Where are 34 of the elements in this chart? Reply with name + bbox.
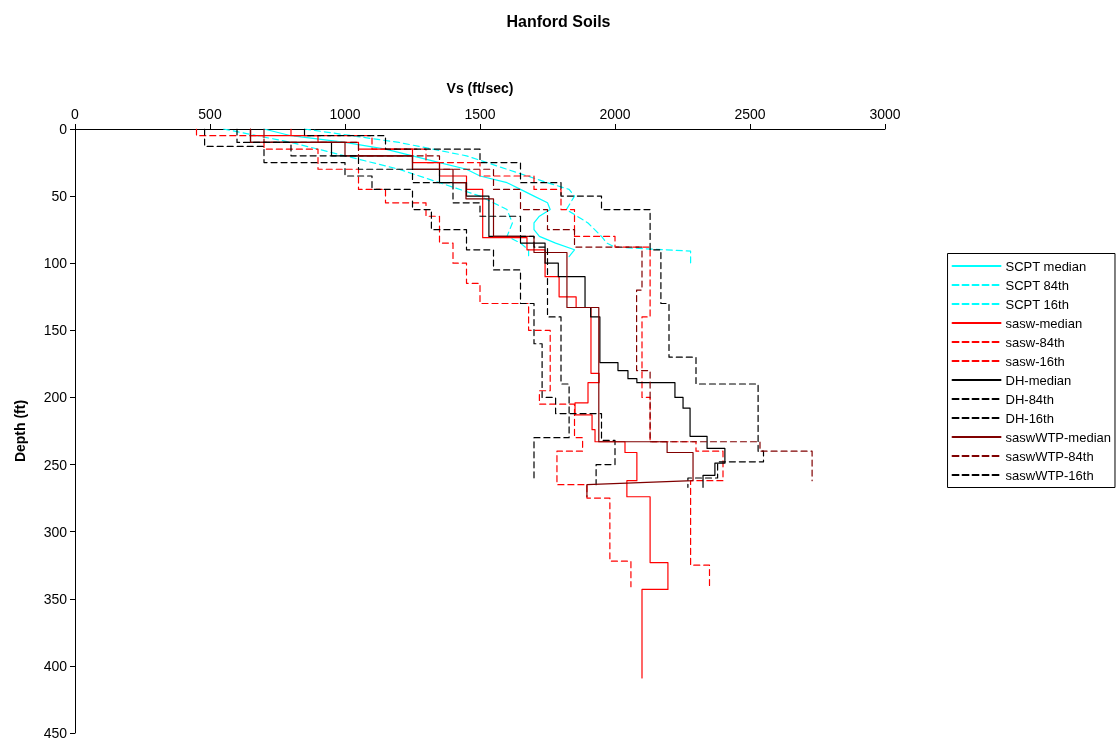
legend-label: DH-16th — [1005, 410, 1054, 426]
x-tick-label: 2500 — [734, 106, 766, 122]
line-series — [263, 128, 576, 258]
legend-label: sasw-84th — [1005, 334, 1065, 350]
y-tick-label: 350 — [43, 590, 68, 607]
x-tick-label: 1500 — [464, 106, 496, 122]
legend-label: sasw-median — [1005, 315, 1083, 331]
x-tick-label: 0 — [71, 106, 80, 122]
y-tick-label: 150 — [43, 322, 68, 339]
legend-label: sasw-16th — [1005, 353, 1065, 369]
x-tick-label: 3000 — [869, 106, 901, 122]
x-axis-title: Vs (ft/sec) — [446, 80, 514, 96]
y-tick-label: 250 — [43, 456, 68, 473]
legend-label: DH-84th — [1005, 391, 1054, 407]
y-tick-label: 0 — [59, 121, 68, 137]
y-tick-label: 200 — [43, 389, 68, 406]
legend-label: saswWTP-16th — [1005, 467, 1094, 483]
legend-label: SCPT median — [1005, 258, 1087, 274]
x-tick-label: 1000 — [329, 106, 361, 122]
line-series — [303, 128, 692, 264]
y-tick-label: 300 — [43, 523, 68, 540]
x-tick-label: 500 — [198, 106, 222, 122]
y-tick-label: 450 — [43, 725, 68, 741]
y-tick-label: 400 — [43, 657, 68, 674]
legend-label: SCPT 84th — [1005, 277, 1069, 293]
legend-label: saswWTP-median — [1005, 429, 1111, 445]
legend-label: DH-median — [1005, 372, 1072, 388]
x-tick-label: 2000 — [599, 106, 631, 122]
chart-title: Hanford Soils — [506, 12, 611, 30]
y-axis-title: Depth (ft) — [12, 399, 28, 463]
y-tick-label: 100 — [43, 255, 68, 272]
y-tick-label: 50 — [51, 188, 68, 205]
legend-label: SCPT 16th — [1005, 296, 1069, 312]
legend-label: saswWTP-84th — [1005, 448, 1094, 464]
